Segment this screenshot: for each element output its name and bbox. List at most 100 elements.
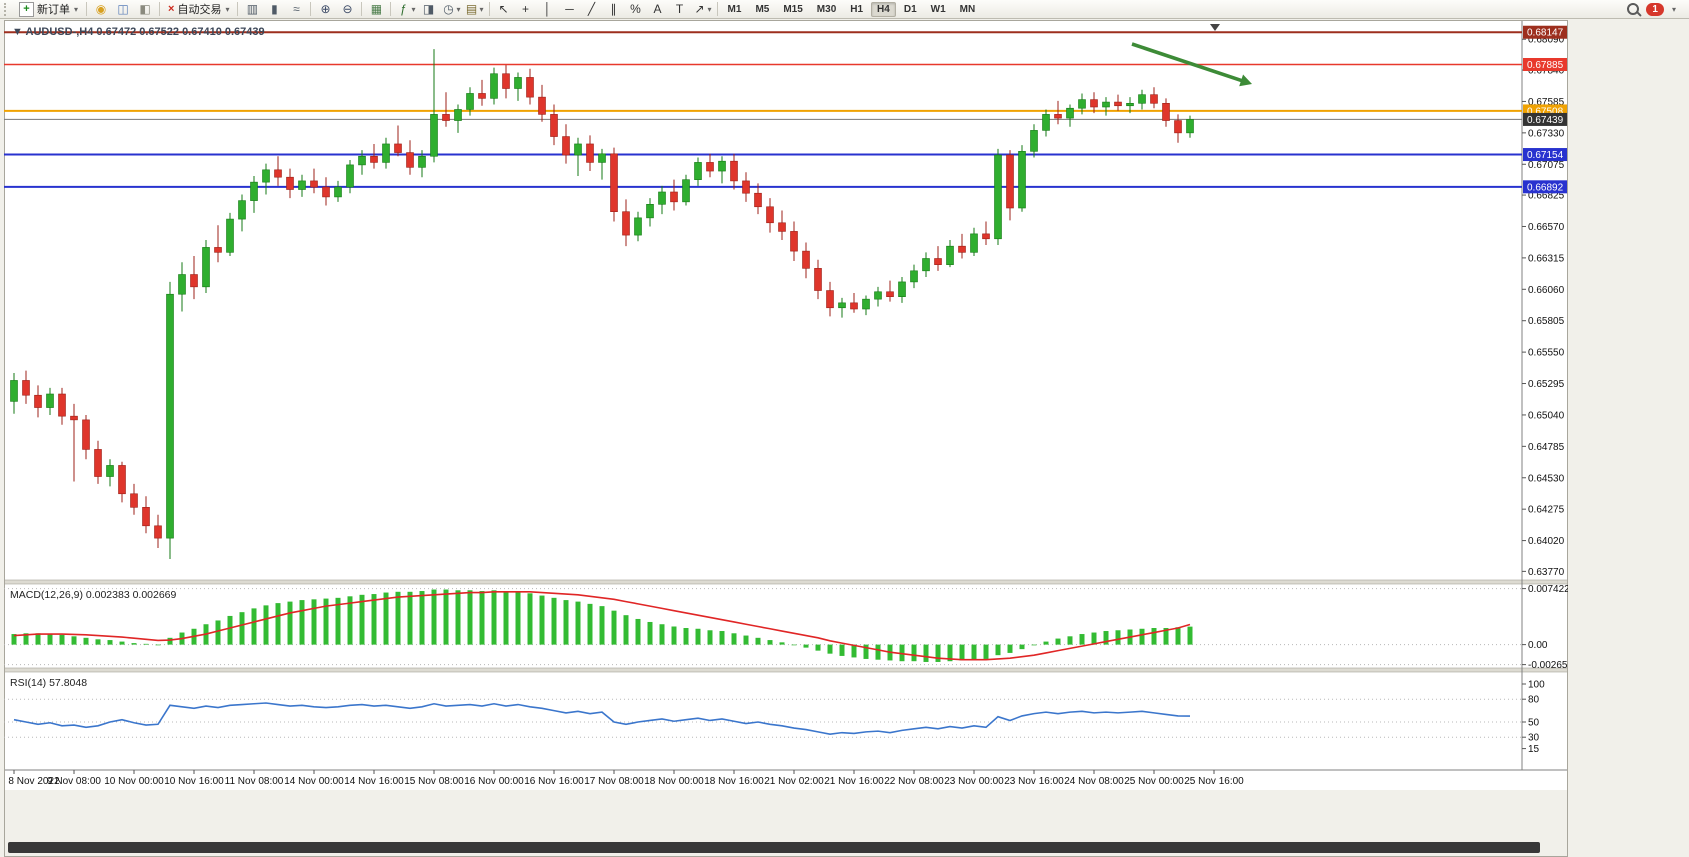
time-axis-label: 23 Nov 16:00 xyxy=(1004,776,1064,787)
candlestick-chart-icon: ▮ xyxy=(271,2,278,16)
channel-button[interactable]: ∥ xyxy=(603,0,625,18)
macd-bar xyxy=(647,621,653,645)
price-tick-label: 0.66825 xyxy=(1528,191,1565,202)
time-axis-label: 23 Nov 00:00 xyxy=(944,776,1004,787)
tile-windows-button[interactable]: ▦ xyxy=(365,0,387,18)
time-axis-label: 14 Nov 16:00 xyxy=(344,776,404,787)
timeframe-m30-button[interactable]: M30 xyxy=(816,3,837,15)
rsi-axis-label: 50 xyxy=(1528,718,1540,729)
chart-title: ▼ AUDUSD-,H4 0.67472 0.67522 0.67410 0.6… xyxy=(12,26,265,38)
candle-body xyxy=(1126,102,1134,107)
macd-bar xyxy=(983,644,989,659)
market-watch-button[interactable]: ◫ xyxy=(112,0,134,18)
macd-bar xyxy=(587,603,593,645)
candle-body xyxy=(286,176,294,190)
toolbar-separator xyxy=(310,2,312,16)
candle-body xyxy=(406,152,414,168)
macd-bar xyxy=(131,643,137,645)
arrows-button[interactable]: ↗ ▾ xyxy=(691,0,714,18)
chart-shift-marker[interactable] xyxy=(1210,24,1220,31)
macd-bar xyxy=(143,643,149,645)
candle-body xyxy=(802,250,810,269)
pane-splitter[interactable] xyxy=(4,579,1568,585)
periods-button[interactable]: ◷ ▾ xyxy=(439,0,462,18)
timeframe-m5-button[interactable]: M5 xyxy=(755,3,770,15)
candle-body xyxy=(1018,151,1026,209)
macd-bar xyxy=(1079,634,1085,645)
tile-windows-icon: ▦ xyxy=(370,2,383,16)
auto-trading-button[interactable]: × 自动交易 ▾ xyxy=(163,0,234,18)
templates-button[interactable]: ▤ ▾ xyxy=(463,0,486,18)
candle-body xyxy=(154,525,162,539)
candle-body xyxy=(982,233,990,240)
timeframe-m1-button[interactable]: M1 xyxy=(727,3,742,15)
candle-body xyxy=(874,291,882,300)
macd-bar xyxy=(1103,631,1109,645)
toolbar-separator xyxy=(716,2,718,16)
new-order-button[interactable]: + 新订单 ▾ xyxy=(14,0,83,18)
candle-body xyxy=(298,180,306,190)
price-tick-label: 0.67075 xyxy=(1528,160,1565,171)
line-chart-icon: ≈ xyxy=(293,2,300,16)
crosshair-button[interactable]: + xyxy=(515,0,537,18)
macd-bar xyxy=(683,628,689,645)
candle-body xyxy=(658,191,666,205)
vertical-line-button[interactable]: │ xyxy=(537,0,559,18)
line-chart-button[interactable]: ≈ xyxy=(285,0,307,18)
candle-body xyxy=(490,73,498,99)
crosshair-icon: + xyxy=(522,2,530,16)
trend-arrow-annotation[interactable] xyxy=(1131,42,1245,83)
indicator-list-button[interactable]: ◨ xyxy=(417,0,439,18)
macd-bar xyxy=(599,606,605,645)
candle-body xyxy=(1030,130,1038,152)
timeframe-h4-button[interactable]: H4 xyxy=(871,1,896,17)
candle-body xyxy=(202,247,210,288)
macd-bar xyxy=(239,612,245,645)
horizontal-scrollbar[interactable] xyxy=(8,842,1540,853)
alerts-button[interactable]: ◉ xyxy=(90,0,112,18)
macd-bar xyxy=(1067,636,1073,645)
bar-chart-button[interactable]: ▥ xyxy=(241,0,263,18)
price-tick-label: 0.65550 xyxy=(1528,348,1565,359)
text-button[interactable]: A xyxy=(647,0,669,18)
caret-down-icon: ▾ xyxy=(479,4,484,14)
cursor-button[interactable]: ↖ xyxy=(493,0,515,18)
chart-canvas[interactable]: 0.68090 0.67840 0.67585 0.67330 0.67075 0.668… xyxy=(4,20,1568,857)
timeframe-h1-button[interactable]: H1 xyxy=(850,3,864,15)
toolbar-separator xyxy=(86,2,88,16)
timeframe-d1-button[interactable]: D1 xyxy=(903,3,917,15)
alerts-icon: ◉ xyxy=(95,2,107,16)
horizontal-line-button[interactable]: ─ xyxy=(559,0,581,18)
indicators-button[interactable]: ƒ ▾ xyxy=(394,0,417,18)
candle-body xyxy=(10,380,18,402)
macd-bar xyxy=(119,641,125,645)
toolbar-grip[interactable] xyxy=(4,2,10,16)
timeframe-mn-button[interactable]: MN xyxy=(959,3,976,15)
zoom-in-button[interactable]: ⊕ xyxy=(314,0,336,18)
macd-bar xyxy=(287,601,293,645)
timeframe-m15-button[interactable]: M15 xyxy=(783,3,803,15)
notification-badge[interactable]: 1 xyxy=(1646,2,1664,16)
candle-body xyxy=(790,231,798,252)
pane-splitter[interactable] xyxy=(4,667,1568,673)
trendline-button[interactable]: ╱ xyxy=(581,0,603,18)
candle-body xyxy=(310,180,318,188)
indicators-icon: ƒ xyxy=(400,2,407,16)
macd-bar xyxy=(443,589,449,645)
zoom-out-button[interactable]: ⊖ xyxy=(336,0,358,18)
macd-bar xyxy=(863,644,869,659)
candle-body xyxy=(1150,94,1158,104)
data-window-button[interactable]: ◧ xyxy=(134,0,156,18)
toolbar-separator xyxy=(159,2,161,16)
rsi-label: RSI(14) 57.8048 xyxy=(10,677,87,689)
candle-body xyxy=(526,77,534,98)
timeframe-w1-button[interactable]: W1 xyxy=(930,3,946,15)
candle-body xyxy=(850,302,858,310)
candlestick-chart-button[interactable]: ▮ xyxy=(263,0,285,18)
macd-bar xyxy=(47,634,53,645)
candle-body xyxy=(1054,114,1062,119)
label-button[interactable]: T xyxy=(669,0,691,18)
candle-body xyxy=(58,393,66,417)
fibonacci-button[interactable]: % xyxy=(625,0,647,18)
search-icon[interactable] xyxy=(1627,3,1640,15)
